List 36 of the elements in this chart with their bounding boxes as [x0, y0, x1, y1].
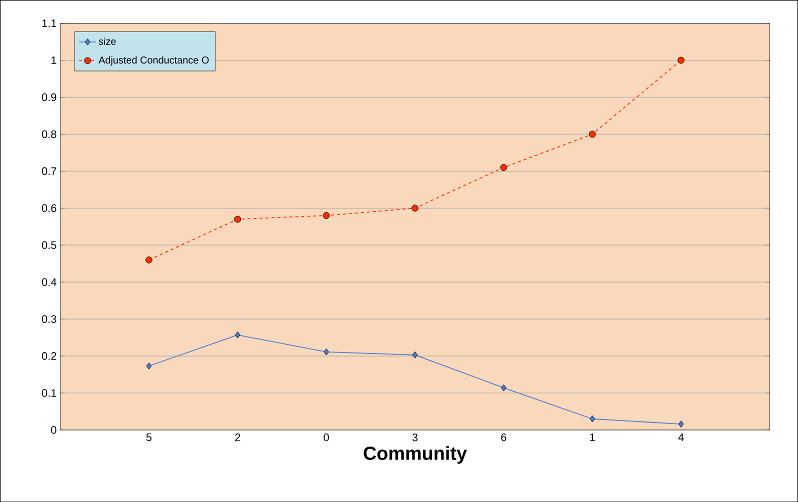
x-tick-label: 5 [146, 433, 152, 442]
y-tick-label: 1 [51, 56, 56, 64]
y-tick-label: 0.1 [42, 389, 56, 397]
point [590, 415, 596, 422]
legend-label: Adjusted Conductance O [98, 56, 209, 66]
point [412, 204, 418, 212]
x-tick-label: 6 [501, 433, 506, 442]
y-tick-label: 1.1 [42, 19, 56, 27]
x-tick-label: 3 [412, 433, 418, 442]
x-axis-title: Community [364, 446, 467, 464]
point [678, 420, 684, 428]
point [500, 164, 508, 171]
legend-label: size [98, 37, 116, 45]
x-tick-label: 1 [590, 433, 595, 441]
point [412, 351, 418, 358]
point [678, 56, 684, 64]
point [234, 216, 242, 223]
y-tick-label: 0.3 [42, 315, 56, 323]
x-tick-label: 4 [678, 433, 684, 441]
point [588, 130, 596, 138]
point [146, 362, 152, 370]
x-tick-label: 2 [235, 433, 240, 442]
y-tick-label: 0.4 [42, 278, 56, 286]
point [322, 212, 330, 219]
y-tick-label: 0.7 [42, 167, 56, 175]
point [145, 256, 152, 264]
y-tick-label: 0.2 [42, 352, 56, 360]
y-tick-label: 0.5 [42, 241, 56, 249]
y-tick-label: 0.8 [42, 130, 56, 138]
y-tick-label: 0 [51, 426, 56, 434]
y-tick-label: 0.9 [42, 93, 56, 101]
point [324, 348, 329, 356]
point [501, 384, 506, 392]
point [234, 331, 240, 338]
x-tick-label: 0 [324, 433, 329, 442]
y-tick-label: 0.6 [42, 204, 56, 212]
